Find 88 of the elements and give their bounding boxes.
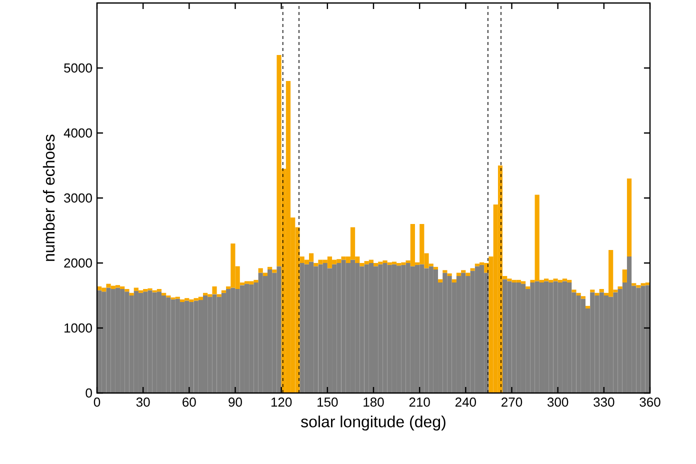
bar [202,292,208,296]
bar [479,264,484,393]
y-axis-title: number of echoes [42,134,55,261]
bar [572,290,576,292]
bar [594,292,600,296]
bar [562,281,568,393]
bar [466,272,470,276]
x-tick-label: 150 [318,398,338,407]
x-tick-label: 360 [640,398,660,407]
bar [539,282,544,393]
bar [156,292,162,393]
bar [461,270,466,273]
bar [374,263,378,266]
y-tick-label: 2000 [64,258,92,268]
bar [626,178,632,256]
bar [599,289,604,292]
y-tick-label: 0 [86,388,92,398]
bar [433,266,438,270]
bar [221,290,226,293]
bar [162,292,166,296]
x-tick-label: 180 [364,398,384,407]
bar [626,256,632,393]
y-tick-label: 3000 [64,193,92,203]
bar [470,268,475,271]
bar [262,272,268,276]
bar [124,289,130,292]
bar [156,289,162,292]
x-tick-label: 30 [136,398,150,407]
bar [129,292,134,296]
bar [350,227,356,260]
bar [221,292,226,393]
x-tick-label: 240 [455,398,476,407]
y-tick-label: 5000 [64,63,92,73]
bar [244,284,250,393]
bar [585,306,590,308]
x-tick-label: 330 [594,398,614,407]
bar [456,272,462,276]
x-tick-label: 210 [409,398,430,407]
bar [618,286,622,289]
x-tick-label: 0 [94,398,100,407]
bar [115,288,120,393]
bar [308,253,314,262]
bar [286,81,291,393]
x-tick-label: 90 [228,398,242,407]
x-tick-label: 60 [182,398,196,407]
bar [562,278,568,282]
bar [447,273,452,276]
bar [520,284,526,393]
bar [258,268,263,273]
bar [216,294,222,297]
bar [414,264,420,393]
bar [102,288,106,292]
bar [202,296,208,393]
y-tick-label: 4000 [64,128,92,138]
bar [442,270,448,273]
x-tick-label: 120 [271,398,292,407]
bar [138,292,144,393]
bar [115,285,120,288]
bar [198,296,203,300]
bar [502,279,508,393]
bar [456,276,462,393]
bar [622,270,627,282]
bar [244,281,250,284]
bar [438,279,443,282]
bar [272,270,277,273]
bar [526,286,530,289]
bar [604,296,609,393]
y-tick-label: 1000 [64,323,92,333]
bar [580,296,586,299]
bar [452,279,456,282]
bar [180,299,185,302]
bar [368,260,374,263]
bar [212,286,217,294]
bar [576,292,581,296]
bar [392,264,397,393]
bar [392,262,397,264]
bar [138,290,144,293]
bar [180,302,185,393]
bar [350,260,356,393]
bar [433,270,438,393]
bar [520,281,526,284]
bar [590,290,595,292]
x-axis-title: solar longitude (deg) [301,416,446,431]
x-tick-label: 270 [502,398,522,407]
bar [327,256,332,268]
bar [268,266,272,270]
bar [308,262,314,393]
x-tick-label: 300 [547,398,568,407]
